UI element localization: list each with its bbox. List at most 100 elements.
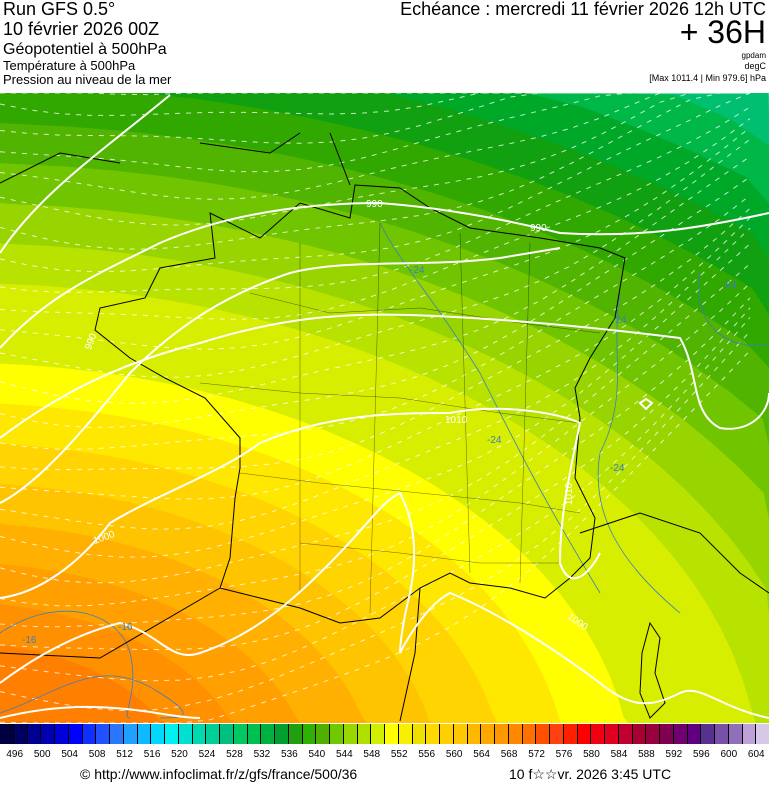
colorbar-label: 520 [171, 749, 188, 760]
field-pressure: Pression au niveau de la mer [3, 72, 172, 87]
colorbar-swatch [495, 724, 509, 744]
colorbar-swatch [137, 724, 152, 744]
isotherm-line [0, 282, 751, 607]
unit-degc: degC [744, 61, 766, 71]
colorbar-swatch [605, 724, 619, 744]
colorbar-swatch [536, 724, 550, 744]
isotherm-line [0, 127, 751, 350]
colorbar-label: 552 [390, 749, 408, 760]
colorbar-swatch [68, 724, 83, 744]
colorbar-swatch [96, 724, 110, 744]
colorbar-label: 584 [610, 749, 628, 760]
colorbar-label: 536 [281, 749, 298, 760]
colorbar-label: 596 [692, 749, 710, 760]
colorbar-swatch [233, 724, 248, 744]
field-geopotential: Géopotentiel à 500hPa [3, 41, 167, 58]
isobar-label: 1010 [564, 482, 575, 505]
colorbar-label: 516 [143, 749, 161, 760]
colorbar-swatch [701, 724, 715, 744]
colorbar-label: 548 [363, 749, 381, 760]
colorbar-label: 504 [61, 749, 78, 760]
generated-time: 10 f☆☆vr. 2026 3:45 UTC [509, 766, 672, 782]
colorbar-swatch [426, 724, 440, 744]
isobars [0, 94, 769, 719]
colorbar-label: 544 [335, 749, 353, 760]
isobar-label: 990 [366, 199, 383, 210]
colorbar-swatch [756, 724, 769, 744]
fill-band [0, 643, 184, 723]
weather-map: 990 990 990 1000 1010 1010 1000 -24 -24 … [0, 93, 769, 723]
colorbar-swatch [522, 724, 537, 744]
isotherm-line [0, 350, 751, 723]
colorbar-swatch [563, 724, 578, 744]
colorbar-swatch [728, 724, 743, 744]
colorbar-swatch [123, 724, 138, 744]
isotherm-line [0, 118, 751, 320]
colorbar-swatch [632, 724, 647, 744]
temp-label: -16 [22, 635, 37, 646]
colorbar-label: 512 [116, 749, 133, 760]
temp-label: -24 [410, 265, 425, 276]
colorbar-swatch [357, 724, 372, 744]
colorbar-swatch [646, 724, 660, 744]
isotherm-line [0, 217, 751, 500]
colorbar-labels: 496 500 504 508 512 516 520 524 528 532 536 540 544 5… [0, 749, 769, 761]
isotherm-line [0, 93, 751, 273]
colorbar-swatch [206, 724, 220, 744]
isotherm-line [0, 243, 751, 558]
colorbar-label: 508 [88, 749, 106, 760]
colorbar-swatch [330, 724, 344, 744]
isotherm-line [0, 93, 750, 144]
colorbar-swatch [467, 724, 482, 744]
colorbar [0, 724, 769, 744]
colorbar-swatch [275, 724, 289, 744]
colorbar-swatch [13, 724, 28, 744]
run-date: 10 février 2026 00Z [3, 19, 160, 39]
colorbar-swatch [220, 724, 234, 744]
colorbar-swatch [481, 724, 495, 744]
colorbar-swatch [385, 724, 399, 744]
geopotential-fill [0, 93, 769, 723]
colorbar-swatch [440, 724, 454, 744]
isotherm-line [0, 208, 751, 471]
colorbar-swatch [55, 724, 69, 744]
source-url[interactable]: © http://www.infoclimat.fr/z/gfs/france/… [80, 766, 358, 782]
colorbar-swatch [687, 724, 702, 744]
colorbar-swatch [27, 724, 42, 744]
pressure-range: [Max 1011.4 | Min 979.6] hPa [649, 73, 766, 83]
lead-time: + 36H [679, 14, 766, 50]
colorbar-label: 600 [720, 749, 738, 760]
colorbar-label: 592 [665, 749, 683, 760]
colorbar-swatch [371, 724, 385, 744]
colorbar-swatch [453, 724, 468, 744]
colorbar-label: 560 [445, 749, 463, 760]
isobar-label: 1010 [445, 415, 468, 426]
colorbar-swatch [110, 724, 124, 744]
colorbar-swatch [660, 724, 674, 744]
colorbar-label: 528 [226, 749, 243, 760]
isotherm-line [0, 317, 751, 682]
isotherm-line [0, 331, 751, 712]
colorbar-swatch [316, 724, 330, 744]
colorbar-swatch [288, 724, 303, 744]
country-borders [0, 132, 769, 722]
colorbar-swatch [742, 724, 757, 744]
isotherm-line [0, 227, 751, 530]
echeance: Echéance : mercredi 11 février 2026 12h … [400, 0, 766, 19]
colorbar-swatch [673, 724, 688, 744]
colorbar-swatch [550, 724, 564, 744]
isotherm-line [0, 93, 750, 96]
isotherm-line [0, 93, 750, 173]
unit-gpdam: gpdam [741, 51, 766, 60]
isotherm-line [0, 307, 751, 651]
colorbar-label: 572 [528, 749, 545, 760]
colorbar-swatch [398, 724, 413, 744]
colorbar-swatch [261, 724, 275, 744]
temp-label: -24 [487, 435, 502, 446]
isotherm-line [0, 297, 751, 628]
colorbar-label: 576 [555, 749, 573, 760]
temp-label: -24 [610, 463, 625, 474]
colorbar-label: 588 [638, 749, 655, 760]
colorbar-swatch [591, 724, 605, 744]
colorbar-swatch [577, 724, 592, 744]
